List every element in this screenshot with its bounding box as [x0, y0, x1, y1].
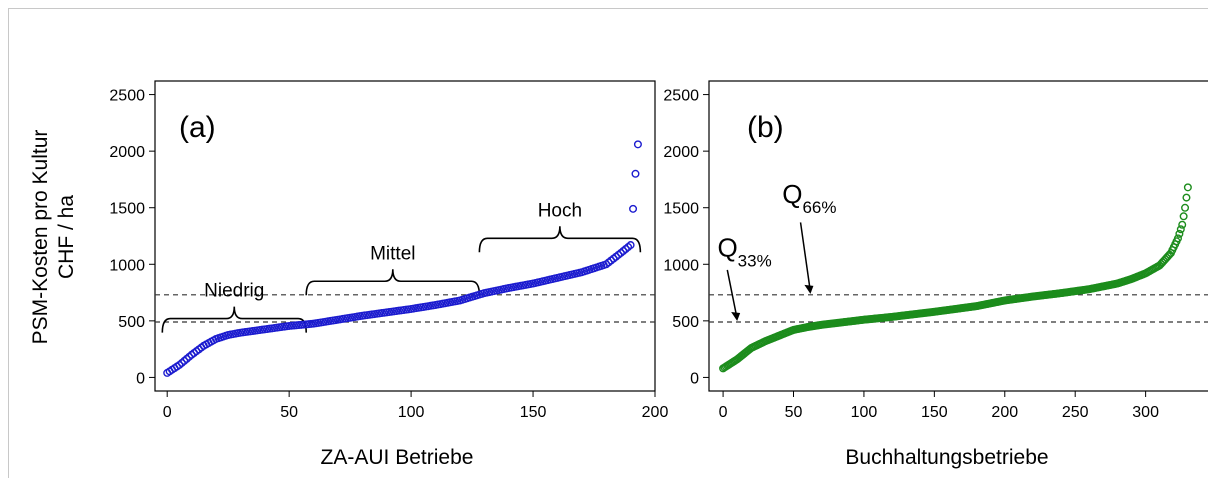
panel-b-y-tick-label: 1000	[663, 257, 699, 274]
bracket-hoch	[478, 226, 642, 253]
q66-arrow	[799, 222, 812, 292]
panel-b-data-point	[1182, 193, 1191, 202]
panel-b-plot-area	[708, 80, 1208, 392]
panel-a-x-axis-title: ZA-AUI Betriebe	[321, 446, 474, 469]
panel-b-y-ticks: 0 500 1000 1500 2000 2500	[663, 88, 709, 387]
panel-a-y-tick-label: 2500	[109, 88, 145, 105]
y-axis-title-line1: PSM-Kosten pro Kultur	[29, 130, 52, 345]
panel-b-x-tick-label: 150	[921, 404, 948, 421]
y-axis-title: PSM-Kosten pro Kultur CHF / ha	[29, 130, 78, 345]
panel-b-data-point	[1179, 212, 1188, 221]
panel-a-x-ticks: 0 50 100 150 200	[163, 391, 669, 421]
q33-arrow	[726, 269, 738, 320]
panel-a-outlier-point	[629, 204, 638, 213]
panel-b-x-axis-title: Buchhaltungsbetriebe	[845, 446, 1048, 469]
panel-a-outlier-point	[633, 140, 642, 149]
panel-b-x-tick-label: 300	[1132, 404, 1159, 421]
panel-a-outlier-point	[631, 169, 640, 178]
panel-a-y-tick-label: 500	[118, 314, 145, 331]
panel-a-plot-area	[154, 80, 656, 392]
bracket-label-hoch: Hoch	[538, 200, 582, 221]
panel-b-x-tick-label: 200	[991, 404, 1018, 421]
panel-b-label: (b)	[747, 111, 784, 144]
panel-b-points	[719, 183, 1192, 373]
panel-a-x-tick-label: 100	[398, 404, 425, 421]
bracket-mittel	[305, 269, 481, 296]
panel-b-y-tick-label: 1500	[663, 201, 699, 218]
panel-b-x-tick-label: 50	[785, 404, 803, 421]
panel-b-data-point	[1176, 225, 1185, 234]
panel-b-y-tick-label: 2500	[663, 88, 699, 105]
panel-b-y-tick-label: 2000	[663, 144, 699, 161]
panel-b-x-tick-label: 250	[1062, 404, 1089, 421]
panel-a-y-tick-label: 1000	[109, 257, 145, 274]
panel-a-x-tick-label: 200	[642, 404, 669, 421]
q33-label: Q33%	[717, 232, 771, 270]
panel-b-x-ticks: 0 50 100 150 200 250 300	[719, 391, 1159, 421]
panel-b-x-tick-label: 100	[851, 404, 878, 421]
panel-a-y-tick-label: 2000	[109, 144, 145, 161]
q66-arrowhead	[804, 284, 814, 294]
panel-b-quantile-annotations: Q33% Q66%	[717, 179, 837, 321]
panel-b-x-tick-label: 0	[719, 404, 728, 421]
panel-a-x-tick-label: 50	[280, 404, 298, 421]
panel-a-data-point	[626, 241, 635, 250]
figure-frame: PSM-Kosten pro Kultur CHF / ha 0 500 1000 1…	[8, 8, 1208, 478]
panel-b-y-tick-label: 500	[672, 314, 699, 331]
bracket-label-niedrig: Niedrig	[204, 281, 264, 302]
panel-b-reference-lines	[709, 294, 1208, 323]
panel-b-data-point	[1173, 234, 1182, 243]
panel-a-points	[163, 140, 642, 377]
panel-a: 0 500 1000 1500 2000 2500 0 50 100 150 200 Niedri…	[109, 80, 669, 469]
q66-label: Q66%	[782, 179, 836, 217]
panel-a-y-tick-label: 1500	[109, 201, 145, 218]
panel-a-y-tick-label: 0	[136, 370, 145, 387]
panel-a-reference-lines	[155, 294, 655, 323]
panel-b-y-tick-label: 0	[690, 370, 699, 387]
panel-b-data-point	[1178, 220, 1187, 229]
panel-b-data-point	[1183, 183, 1192, 192]
panel-b-data-point	[1175, 229, 1184, 238]
figure: PSM-Kosten pro Kultur CHF / ha 050010001…	[29, 80, 1208, 469]
bracket-label-mittel: Mittel	[370, 243, 415, 264]
panel-a-y-ticks: 0 500 1000 1500 2000 2500	[109, 88, 155, 387]
panel-a-label: (a)	[179, 111, 216, 144]
panel-b-data-point	[1181, 203, 1190, 212]
q33-arrowhead	[731, 311, 741, 321]
panel-a-x-tick-label: 0	[163, 404, 172, 421]
panel-a-x-tick-label: 150	[520, 404, 547, 421]
y-axis-title-line2: CHF / ha	[55, 195, 78, 279]
